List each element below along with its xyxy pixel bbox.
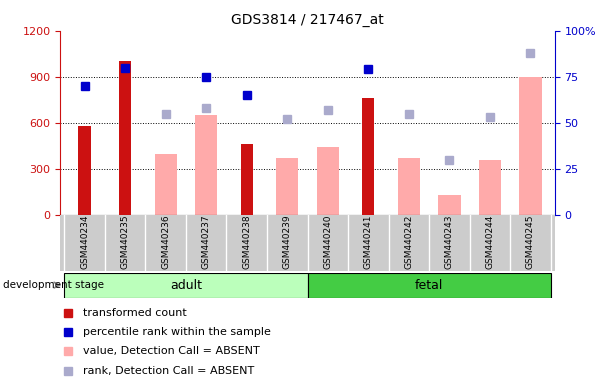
Bar	[479, 160, 501, 215]
Bar	[362, 98, 374, 215]
Bar	[154, 154, 177, 215]
Bar	[241, 144, 253, 215]
Text: transformed count: transformed count	[83, 308, 186, 318]
Text: GSM440244: GSM440244	[485, 215, 494, 269]
Bar	[308, 273, 551, 298]
Bar	[78, 126, 90, 215]
Text: adult: adult	[170, 279, 202, 291]
Text: GSM440235: GSM440235	[121, 214, 130, 269]
Text: GSM440241: GSM440241	[364, 215, 373, 269]
Bar	[65, 273, 308, 298]
Text: GSM440240: GSM440240	[323, 215, 332, 269]
Text: development stage: development stage	[3, 280, 104, 290]
Text: GSM440237: GSM440237	[202, 214, 210, 269]
Bar	[398, 158, 420, 215]
Bar	[195, 115, 217, 215]
Text: fetal: fetal	[415, 279, 443, 291]
Text: GSM440242: GSM440242	[405, 215, 413, 269]
Text: GSM440245: GSM440245	[526, 215, 535, 269]
Title: GDS3814 / 217467_at: GDS3814 / 217467_at	[231, 13, 384, 27]
Text: GSM440239: GSM440239	[283, 214, 292, 269]
Text: percentile rank within the sample: percentile rank within the sample	[83, 327, 270, 337]
Text: GSM440238: GSM440238	[242, 214, 251, 269]
Bar	[317, 147, 339, 215]
Bar	[276, 158, 298, 215]
Text: GSM440243: GSM440243	[445, 215, 454, 269]
Text: GSM440236: GSM440236	[161, 214, 170, 269]
Bar	[438, 195, 461, 215]
Text: GSM440234: GSM440234	[80, 215, 89, 269]
Text: rank, Detection Call = ABSENT: rank, Detection Call = ABSENT	[83, 366, 254, 376]
Bar	[119, 61, 131, 215]
Bar	[519, 77, 541, 215]
Text: value, Detection Call = ABSENT: value, Detection Call = ABSENT	[83, 346, 259, 356]
